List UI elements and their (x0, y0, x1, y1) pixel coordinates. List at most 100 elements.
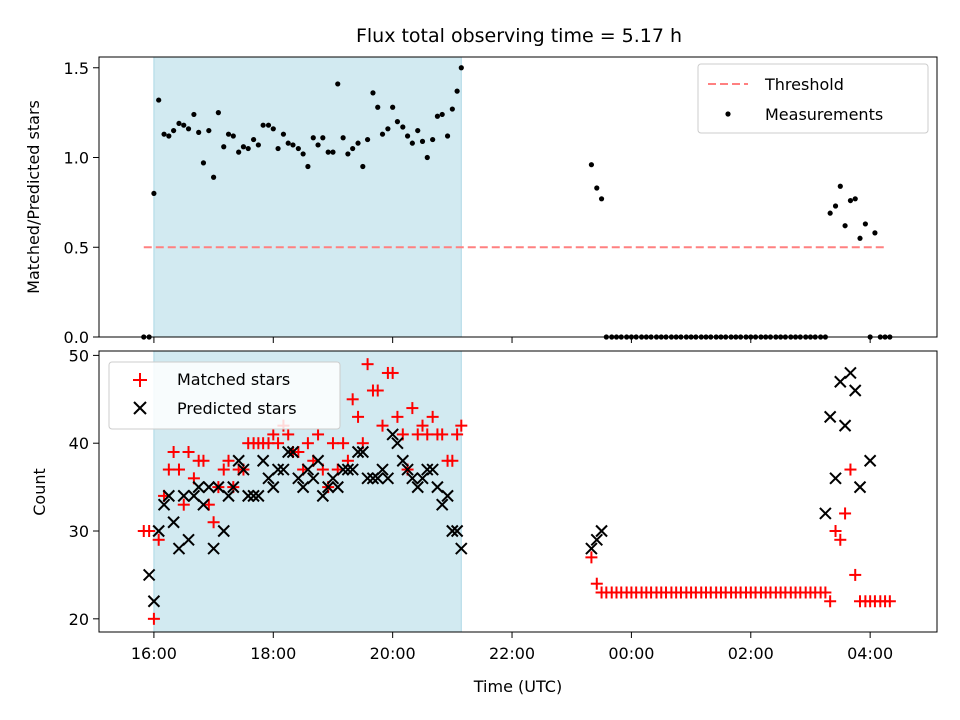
predicted-star-point (256, 454, 270, 467)
measurement-point (439, 111, 445, 118)
matched-star-point (177, 498, 190, 511)
measurement-point (449, 106, 455, 112)
top-y-axis-label: Matched/Predicted stars (24, 100, 43, 294)
measurement-point (364, 136, 371, 143)
predicted-legend-swatch (133, 401, 147, 415)
predicted-star-point (446, 524, 459, 538)
predicted-star-point (212, 480, 225, 494)
predicted-star-point (301, 463, 315, 476)
predicted-star-point (157, 498, 171, 511)
matched-star-point (346, 393, 359, 406)
predicted-star-point (590, 533, 603, 547)
predicted-star-point (426, 463, 439, 476)
measurement-point (842, 223, 848, 229)
measurement-point (394, 119, 401, 125)
predicted-star-point (351, 445, 365, 459)
matched-star-point (312, 428, 325, 441)
matched-star-point (426, 410, 439, 423)
predicted-star-point (281, 445, 295, 459)
predicted-star-point (142, 568, 156, 582)
predicted-star-point (247, 489, 260, 503)
measurement-point (260, 122, 266, 128)
predicted-star-point (844, 366, 857, 380)
predicted-star-point (371, 472, 384, 485)
predicted-star-point (416, 472, 429, 485)
predicted-star-point (271, 463, 285, 476)
matched-star-point (819, 586, 832, 599)
measurement-point (598, 196, 605, 202)
predicted-star-point (177, 489, 190, 503)
measurement-point (185, 126, 192, 132)
measurement-point (832, 203, 839, 209)
matched-star-point (406, 402, 419, 415)
measurement-point (221, 144, 227, 150)
matched-legend-swatch (133, 373, 147, 387)
matched-star-point (834, 533, 847, 546)
bottom-axes-frame (98, 350, 938, 633)
matched-star-point (416, 419, 429, 432)
measurement-point (360, 163, 366, 170)
measurement-point (444, 133, 451, 139)
measurement-point (245, 145, 251, 152)
measurement-point (375, 104, 381, 110)
threshold-legend-label: Threshold (764, 75, 844, 94)
predicted-star-point (863, 454, 877, 467)
bottom-y-tick-label: 50 (69, 346, 89, 365)
measurement-point (310, 135, 316, 141)
predicted-star-point (585, 542, 598, 555)
measurement-point (265, 122, 272, 128)
predicted-star-point (217, 524, 230, 538)
measurement-point (852, 196, 858, 202)
matched-star-point (352, 410, 365, 423)
predicted-star-point (147, 595, 161, 608)
bottom-y-tick-label: 40 (69, 434, 89, 453)
matched-star-point (182, 445, 195, 458)
measurement-point (827, 210, 833, 216)
matched-star-point (839, 507, 852, 520)
measurement-point (330, 149, 336, 155)
matched-star-point (172, 463, 185, 476)
measurement-point (225, 131, 232, 137)
predicted-star-point (401, 463, 414, 476)
measurement-point (379, 131, 386, 137)
predicted-star-point (192, 480, 205, 494)
measurement-point (350, 145, 356, 152)
measurement-point (275, 145, 281, 152)
measurement-point (430, 136, 436, 143)
measurement-point (166, 133, 172, 139)
predicted-star-point (237, 463, 250, 476)
predicted-star-point (346, 463, 359, 476)
top-legend: Threshold Measurements (697, 63, 929, 134)
measurement-point (290, 142, 296, 148)
matched-star-point (849, 568, 862, 581)
chart-title: Flux total observing time = 5.17 h (356, 25, 682, 47)
measurement-point (156, 97, 162, 103)
predicted-star-point (286, 445, 300, 459)
top-y-tick-label: 1.0 (64, 149, 89, 168)
matched-star-point (386, 366, 399, 379)
matched-star-point (337, 437, 350, 450)
top-panel: 0.0 0.5 1.0 1.5 Matched/Predicted stars Thr… (24, 56, 938, 347)
predicted-star-point (242, 489, 255, 503)
predicted-star-point (823, 410, 837, 424)
matched-star-point (152, 533, 165, 546)
matched-star-point (272, 437, 285, 450)
measurement-point (200, 160, 207, 166)
top-y-tick-label: 0.0 (64, 328, 89, 347)
measurement-point (176, 120, 182, 127)
predicted-star-point (296, 480, 310, 494)
matched-star-point (143, 525, 156, 538)
measurement-point (355, 140, 361, 146)
measurement-point (151, 190, 157, 197)
measurement-point (171, 127, 177, 134)
predicted-star-point (316, 489, 330, 503)
measurement-point (340, 135, 346, 141)
bottom-legend-box (108, 361, 341, 430)
measurement-point (370, 90, 376, 96)
predicted-star-point (182, 533, 195, 547)
predicted-star-point (202, 480, 216, 494)
predicted-star-point (450, 524, 464, 538)
predicted-star-point (838, 419, 852, 432)
matched-star-point (590, 577, 603, 590)
